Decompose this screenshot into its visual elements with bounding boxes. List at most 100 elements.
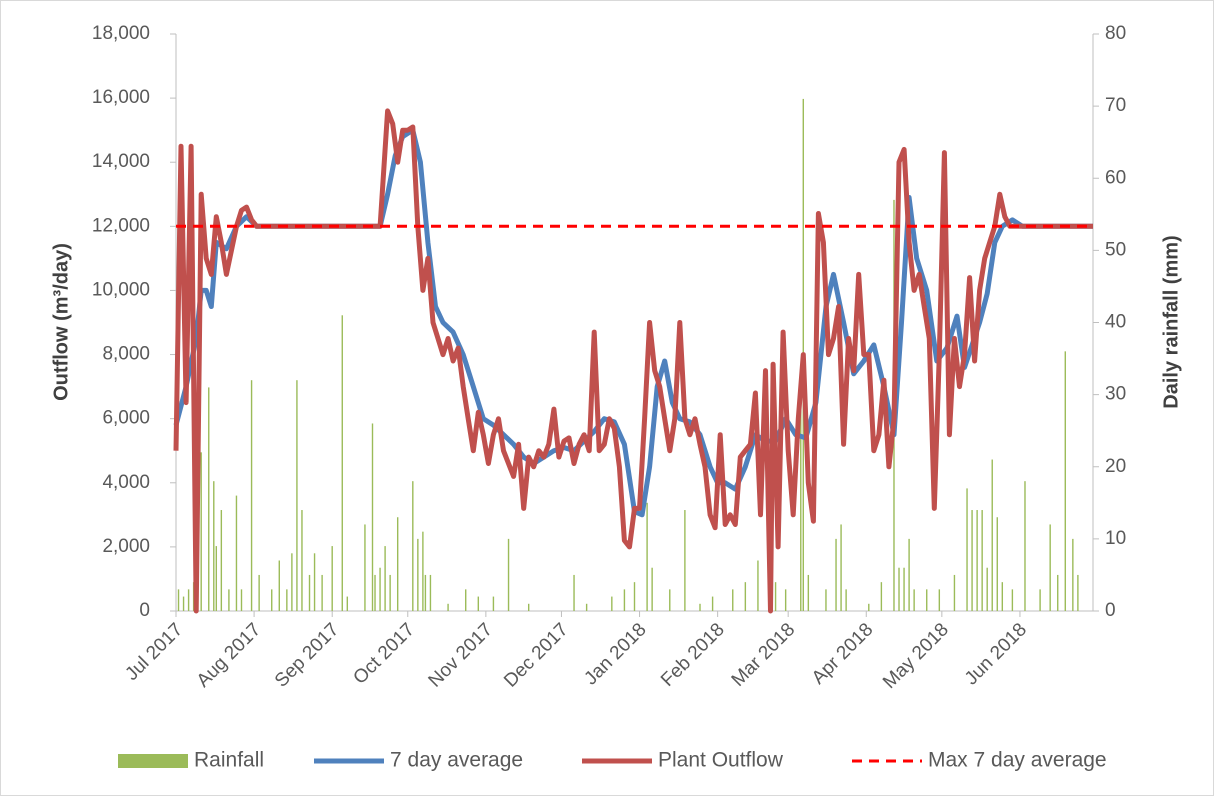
y2-tick-label: 50 <box>1105 239 1126 260</box>
rainfall-bar <box>986 567 988 611</box>
rainfall-bar <box>744 582 747 611</box>
rainfall-bar <box>208 387 210 611</box>
rainfall-bar <box>182 596 185 611</box>
rainfall-bar <box>800 401 802 611</box>
legend-label: Plant Outflow <box>658 749 784 772</box>
rainfall-bar <box>840 524 842 611</box>
rainfall-bar <box>258 574 260 611</box>
y2-tick-label: 10 <box>1105 528 1126 549</box>
rainfall-bar <box>250 380 253 611</box>
rainfall-bar <box>646 502 648 611</box>
rainfall-bar <box>1072 538 1074 611</box>
rainfall-bar <box>981 510 983 611</box>
y-tick-label: 0 <box>139 600 150 621</box>
y2-tick-label: 0 <box>1105 600 1116 621</box>
rainfall-bar <box>331 546 333 611</box>
rainfall-bar <box>757 560 759 611</box>
rainfall-bar <box>774 582 777 611</box>
rainfall-bar <box>913 589 915 611</box>
rainfall-bar <box>389 574 391 611</box>
rainfall-bar <box>371 423 374 611</box>
legend-label: Max 7 day average <box>928 749 1107 772</box>
rainfall-bar <box>585 603 588 611</box>
rainfall-bar <box>611 596 613 611</box>
rainfall-bar <box>1049 524 1051 611</box>
rainfall-bar <box>903 567 905 611</box>
rainfall-bar <box>271 589 273 611</box>
legend-label: 7 day average <box>390 749 523 772</box>
rainfall-bar <box>364 524 366 611</box>
rainfall-bar <box>492 596 495 611</box>
rainfall-bar <box>825 589 827 611</box>
rainfall-bar <box>1077 574 1079 611</box>
rainfall-bar <box>187 589 190 611</box>
y-tick-label: 4,000 <box>102 472 150 493</box>
y2-tick-label: 80 <box>1105 23 1126 44</box>
rainfall-bar <box>384 546 386 611</box>
rainfall-bar <box>971 510 973 611</box>
rainfall-bar <box>341 315 343 611</box>
rainfall-bar <box>926 589 928 611</box>
rainfall-bar <box>784 589 787 611</box>
rainfall-bar <box>477 596 480 611</box>
rainfall-bar <box>291 553 293 611</box>
rainfall-bar <box>527 603 530 611</box>
rainfall-bar <box>669 589 671 611</box>
y-tick-label: 12,000 <box>92 215 150 236</box>
rainfall-bar <box>633 582 636 611</box>
rainfall-bar <box>996 517 998 611</box>
rainfall-bar <box>296 380 298 611</box>
rainfall-bar <box>200 452 202 611</box>
rainfall-bar <box>991 459 993 611</box>
y2-tick-label: 70 <box>1105 95 1126 116</box>
rainfall-bar <box>396 517 399 611</box>
rainfall-bar <box>1001 582 1004 611</box>
rainfall-bar <box>301 510 303 611</box>
rainfall-bar <box>623 589 626 611</box>
rainfall-bar <box>732 589 734 611</box>
rainfall-bar <box>835 538 837 611</box>
rainfall-bar <box>308 574 311 611</box>
rainfall-bar <box>465 589 467 611</box>
y-tick-label: 6,000 <box>102 408 150 429</box>
rainfall-bar <box>424 574 427 611</box>
y2-tick-label: 30 <box>1105 384 1126 405</box>
rainfall-bar <box>1024 481 1026 611</box>
rainfall-bar <box>313 553 316 611</box>
legend-label: Rainfall <box>194 749 264 772</box>
line-series <box>173 108 1093 614</box>
rainfall-bar <box>868 603 870 611</box>
rainfall-bar <box>374 574 376 611</box>
legend-swatch <box>118 754 188 768</box>
y-tick-label: 14,000 <box>92 151 150 172</box>
rainfall-bar <box>573 574 575 611</box>
rainfall-bar <box>429 574 432 611</box>
y2-tick-label: 20 <box>1105 456 1126 477</box>
rainfall-bar <box>880 582 883 611</box>
y2-tick-label: 40 <box>1105 312 1126 333</box>
rainfall-bar <box>898 567 900 611</box>
rainfall-bar <box>507 538 510 611</box>
rainfall-bar <box>177 589 180 611</box>
rainfall-bar <box>976 510 978 611</box>
rainfall-bar <box>346 596 349 611</box>
rainfall-bar <box>379 567 381 611</box>
y-tick-label: 8,000 <box>102 344 150 365</box>
rainfall-bar <box>213 481 215 611</box>
y-axis-title: Outflow (m³/day) <box>50 243 72 401</box>
rainfall-bar <box>286 589 288 611</box>
rainfall-bar <box>220 510 223 611</box>
rainfall-bar <box>278 560 280 611</box>
rainfall-bar <box>651 567 653 611</box>
y-tick-label: 2,000 <box>102 536 150 557</box>
rainfall-bar <box>711 596 714 611</box>
rainfall-bar <box>1011 589 1014 611</box>
rainfall-bar <box>953 574 956 611</box>
rainfall-bar <box>1057 574 1059 611</box>
rainfall-bar <box>321 574 323 611</box>
rainfall-bar <box>966 488 968 611</box>
rainfall-bar <box>807 574 810 611</box>
